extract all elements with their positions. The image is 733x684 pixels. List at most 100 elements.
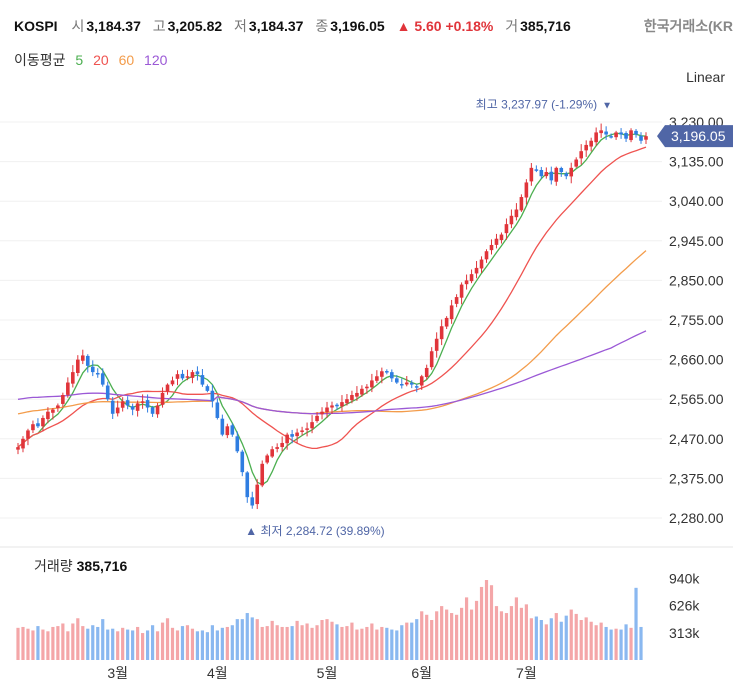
volume-bar[interactable] bbox=[300, 625, 304, 660]
candle[interactable] bbox=[385, 369, 389, 375]
candle[interactable] bbox=[454, 294, 459, 308]
candle[interactable] bbox=[474, 261, 479, 279]
candle[interactable] bbox=[235, 431, 240, 454]
candle[interactable] bbox=[559, 166, 564, 177]
candle[interactable] bbox=[245, 471, 250, 503]
volume-bar[interactable] bbox=[440, 606, 444, 660]
volume-bar[interactable] bbox=[215, 630, 219, 660]
candle[interactable] bbox=[21, 436, 25, 453]
volume-bar[interactable] bbox=[66, 631, 70, 660]
candle[interactable] bbox=[165, 383, 170, 395]
volume-bar[interactable] bbox=[415, 619, 419, 660]
candle[interactable] bbox=[579, 144, 584, 165]
candle[interactable] bbox=[155, 402, 160, 418]
candle[interactable] bbox=[514, 203, 519, 221]
volume-bar[interactable] bbox=[569, 609, 573, 660]
candle[interactable] bbox=[85, 354, 90, 373]
candle[interactable] bbox=[549, 166, 554, 185]
volume-bar[interactable] bbox=[240, 619, 244, 660]
candle[interactable] bbox=[639, 132, 643, 144]
volume-bar[interactable] bbox=[96, 626, 100, 660]
volume-bar[interactable] bbox=[101, 619, 105, 660]
volume-bar[interactable] bbox=[450, 613, 454, 660]
candle[interactable] bbox=[429, 347, 434, 370]
volume-bar[interactable] bbox=[430, 620, 434, 660]
candle[interactable] bbox=[61, 392, 65, 408]
candle[interactable] bbox=[66, 377, 70, 398]
volume-bar[interactable] bbox=[235, 619, 239, 660]
candle[interactable] bbox=[180, 369, 185, 381]
candle[interactable] bbox=[215, 398, 220, 420]
candle[interactable] bbox=[280, 436, 284, 452]
volume-bar[interactable] bbox=[180, 626, 185, 660]
ma-legend[interactable]: 이동평균 5 20 60 120 bbox=[14, 50, 173, 70]
volume-bar[interactable] bbox=[170, 627, 175, 660]
volume-bar[interactable] bbox=[220, 627, 224, 660]
volume-bar[interactable] bbox=[315, 625, 319, 660]
candle[interactable] bbox=[120, 397, 125, 412]
volume-bar[interactable] bbox=[270, 620, 274, 660]
volume-bar[interactable] bbox=[141, 633, 145, 660]
candle[interactable] bbox=[484, 249, 489, 263]
volume-bar[interactable] bbox=[524, 604, 528, 660]
volume-bar[interactable] bbox=[629, 627, 633, 660]
candle[interactable] bbox=[220, 414, 225, 437]
candle[interactable] bbox=[399, 378, 404, 389]
volume-bar[interactable] bbox=[71, 623, 75, 660]
candle[interactable] bbox=[265, 453, 270, 465]
volume-bar[interactable] bbox=[165, 618, 170, 660]
candle[interactable] bbox=[190, 369, 195, 384]
candle[interactable] bbox=[424, 364, 429, 380]
volume-bar[interactable] bbox=[609, 629, 613, 660]
candle[interactable] bbox=[115, 400, 120, 417]
scale-mode-toggle[interactable]: Linear bbox=[686, 69, 725, 85]
candle[interactable] bbox=[310, 415, 314, 434]
volume-bar[interactable] bbox=[175, 630, 180, 660]
candle[interactable] bbox=[419, 374, 424, 390]
volume-bar[interactable] bbox=[41, 629, 45, 660]
volume-bar[interactable] bbox=[365, 626, 369, 660]
volume-bar[interactable] bbox=[320, 620, 324, 660]
candle[interactable] bbox=[335, 403, 339, 410]
candle[interactable] bbox=[554, 166, 559, 186]
candle[interactable] bbox=[370, 373, 374, 393]
volume-bar[interactable] bbox=[589, 621, 593, 660]
candle[interactable] bbox=[469, 269, 474, 284]
candle[interactable] bbox=[414, 384, 419, 393]
volume-bar[interactable] bbox=[305, 623, 309, 660]
volume-bar[interactable] bbox=[345, 626, 349, 660]
volume-bar[interactable] bbox=[255, 619, 259, 660]
candle[interactable] bbox=[409, 380, 414, 389]
candle[interactable] bbox=[125, 396, 130, 410]
candle[interactable] bbox=[170, 376, 175, 387]
candle[interactable] bbox=[589, 137, 593, 152]
volume-bar[interactable] bbox=[210, 625, 214, 660]
volume-bar[interactable] bbox=[599, 622, 603, 660]
volume-bar[interactable] bbox=[260, 626, 264, 660]
volume-bar[interactable] bbox=[445, 609, 449, 660]
volume-bar[interactable] bbox=[285, 626, 289, 660]
volume-bar[interactable] bbox=[155, 631, 160, 660]
candle[interactable] bbox=[275, 443, 279, 453]
candle[interactable] bbox=[150, 405, 155, 417]
candle[interactable] bbox=[210, 384, 215, 408]
candle[interactable] bbox=[444, 316, 449, 330]
ma-legend-20[interactable]: 20 bbox=[93, 52, 109, 68]
candle[interactable] bbox=[509, 209, 514, 229]
candle[interactable] bbox=[145, 394, 150, 413]
volume-bar[interactable] bbox=[544, 624, 548, 660]
volume-bar[interactable] bbox=[514, 597, 519, 660]
candle[interactable] bbox=[80, 349, 85, 365]
volume-bar[interactable] bbox=[111, 628, 115, 660]
volume-bar[interactable] bbox=[136, 626, 140, 660]
candle[interactable] bbox=[140, 394, 145, 409]
volume-bar[interactable] bbox=[131, 630, 135, 660]
candle[interactable] bbox=[41, 415, 45, 432]
candle[interactable] bbox=[200, 368, 205, 387]
volume-bar[interactable] bbox=[459, 607, 464, 660]
candle[interactable] bbox=[26, 428, 30, 446]
candle[interactable] bbox=[459, 282, 464, 305]
volume-bar[interactable] bbox=[335, 624, 339, 660]
volume-bar[interactable] bbox=[76, 618, 80, 660]
volume-bar[interactable] bbox=[375, 629, 379, 660]
